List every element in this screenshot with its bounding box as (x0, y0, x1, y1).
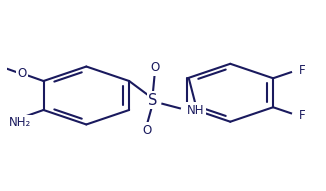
Text: O: O (17, 67, 26, 80)
Text: F: F (299, 109, 305, 122)
Text: O: O (150, 62, 159, 74)
Text: O: O (143, 124, 152, 137)
Text: NH: NH (187, 104, 204, 117)
Text: NH₂: NH₂ (9, 116, 31, 129)
Text: S: S (148, 93, 158, 108)
Text: F: F (299, 64, 305, 77)
